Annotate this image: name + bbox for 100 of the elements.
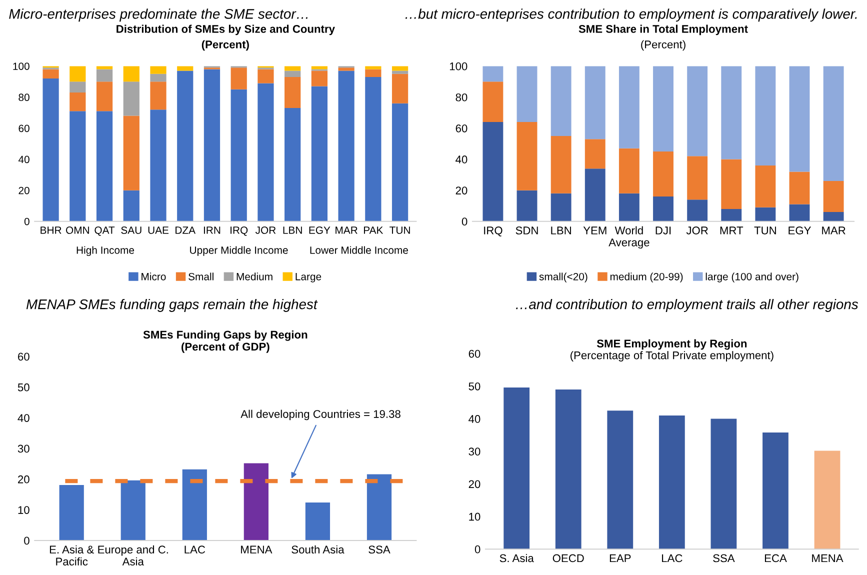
y-tick-label: 0 <box>474 545 480 554</box>
x-tick-label: IRQ <box>484 226 502 236</box>
y-tick-label: 40 <box>18 156 30 164</box>
bar <box>550 66 572 136</box>
y-tick-label: 100 <box>450 62 468 70</box>
text: MENAP SMEs funding gaps remain the highest <box>26 299 318 312</box>
chart-title: SME Employment by Region <box>596 339 747 350</box>
x-tick-label: QAT <box>94 226 115 236</box>
bar <box>687 156 708 200</box>
legend-label: medium (20-99) <box>610 272 683 282</box>
x-tick-label: SSA <box>713 554 735 562</box>
bar <box>59 484 84 540</box>
bar <box>618 66 640 148</box>
x-tick-label: DZA <box>176 226 196 234</box>
bar <box>204 69 220 222</box>
bar <box>653 196 674 222</box>
bar <box>96 111 113 222</box>
bar <box>516 190 538 222</box>
y-tick-label: 10 <box>18 506 30 514</box>
x-tick-label: YEM <box>583 226 606 234</box>
bar <box>721 159 742 209</box>
ref-line-label: All developing Countries = 19.38 <box>240 410 400 420</box>
bar <box>814 450 840 550</box>
y-tick-label: 0 <box>24 536 30 545</box>
y-tick-label: 50 <box>468 382 480 390</box>
y-tick-label: 0 <box>462 218 468 226</box>
chart-subtitle: (Percent) <box>641 40 686 51</box>
bar <box>123 66 140 82</box>
bar <box>555 389 582 550</box>
bar <box>284 66 301 71</box>
x-tick-label: SAU <box>121 226 142 234</box>
y-tick-label: 30 <box>468 448 480 456</box>
chart-title: SME Share in Total Employment <box>578 24 748 36</box>
y-tick-label: 0 <box>24 218 30 226</box>
x-tick-label: MENA <box>241 546 272 554</box>
legend-label: Micro <box>142 272 166 280</box>
x-tick-label: UAE <box>148 226 169 234</box>
bar <box>618 148 640 194</box>
bar <box>721 208 742 222</box>
bar <box>789 172 810 204</box>
x-tick-label: JOR <box>255 226 276 234</box>
bar <box>258 69 274 84</box>
x-tick-label: JOR <box>686 226 708 234</box>
bar <box>123 82 140 116</box>
bar <box>70 82 86 93</box>
y-tick-label: 60 <box>456 124 468 132</box>
y-tick-label: 60 <box>18 352 30 361</box>
bar <box>366 474 392 540</box>
y-tick-label: 100 <box>13 62 30 70</box>
bar <box>710 418 737 550</box>
chart-subtitle: (Percent) <box>202 40 249 51</box>
legend-label: Small <box>188 272 214 280</box>
bar <box>230 68 247 90</box>
bar <box>182 469 207 540</box>
bar <box>482 122 504 222</box>
bar <box>311 86 328 222</box>
bar <box>658 416 685 550</box>
bar <box>687 200 708 222</box>
bar <box>789 66 810 172</box>
bar <box>392 74 408 104</box>
bar <box>338 70 354 222</box>
legend-label: Medium <box>236 272 272 280</box>
bar <box>123 116 140 190</box>
legend-label: Large <box>296 273 322 282</box>
bar <box>516 122 538 190</box>
y-tick-label: 20 <box>468 480 480 488</box>
bar <box>584 139 606 169</box>
bar <box>150 74 166 82</box>
x-tick-label: TUN <box>390 226 410 234</box>
bar <box>653 66 674 152</box>
bar <box>392 70 408 74</box>
y-tick-label: 60 <box>18 124 30 132</box>
x-tick-label: LAC <box>184 546 206 554</box>
x-tick-label: LBN <box>283 226 302 234</box>
x-tick-label: EGY <box>788 226 811 234</box>
bar <box>516 66 538 122</box>
x-tick-label: OECD <box>552 554 584 562</box>
y-tick-label: 40 <box>468 415 480 423</box>
bar <box>244 463 268 540</box>
x-tick-label: EAP <box>610 554 631 562</box>
x-tick-label: Europe and C. Asia <box>98 545 168 566</box>
bar <box>823 181 844 212</box>
x-tick-label: S. Asia <box>500 554 534 562</box>
bar <box>755 207 776 222</box>
x-tick-label: IRQ <box>230 226 248 236</box>
bar <box>42 78 59 222</box>
bar <box>305 502 330 540</box>
x-tick-label: EGY <box>309 226 330 234</box>
y-tick-label: 40 <box>18 414 30 422</box>
bar <box>338 68 354 71</box>
bar <box>550 193 572 222</box>
bar <box>284 108 301 222</box>
bar <box>96 69 113 82</box>
y-tick-label: 60 <box>468 350 480 358</box>
bar <box>177 70 194 222</box>
bar <box>230 89 247 222</box>
x-tick-label: SDN <box>516 226 538 234</box>
bar <box>618 193 640 222</box>
y-tick-label: 10 <box>469 512 480 521</box>
x-tick-label: E. Asia & Pacific <box>50 545 94 566</box>
